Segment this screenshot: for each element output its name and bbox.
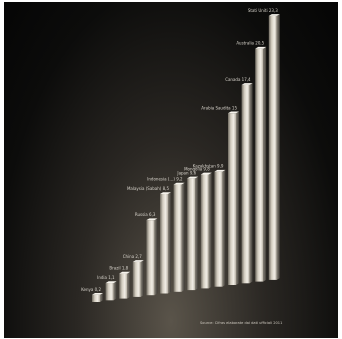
bar-top (228, 111, 239, 114)
bar-label-13: Stati Uniti 23,3 (248, 8, 278, 13)
bar-13 (268, 14, 280, 280)
labels-group: Kenya 0,2 India 1,1 Brazil 1,8 China 2,7 Rus… (81, 8, 278, 292)
bar-front (132, 261, 141, 297)
bar-front (92, 294, 100, 302)
bar-side (222, 169, 226, 287)
bar-front (228, 113, 236, 285)
bar-front (105, 283, 114, 301)
bar-side (168, 192, 171, 294)
bar-front (146, 220, 155, 296)
bar-side (113, 281, 117, 301)
bar-label-8: Mongolia 9,8 (184, 166, 210, 171)
bar-side (181, 182, 185, 292)
bar-label-11: Canada 17,4 (225, 77, 251, 82)
bar-front (173, 184, 182, 292)
bar-2 (119, 271, 131, 299)
bar-4 (146, 218, 158, 296)
bar-top (173, 182, 185, 185)
bar-label-7: Japan 9,6 (176, 170, 196, 175)
bar-top (268, 14, 280, 16)
bar-7 (187, 176, 199, 291)
bar-side (140, 260, 144, 297)
bar-side (195, 176, 199, 291)
bar-top (146, 218, 158, 221)
bar-side (100, 292, 103, 302)
chart-canvas: Kenya 0,2 India 1,1 Brazil 1,8 China 2,7 Rus… (4, 2, 338, 338)
bar-label-12: Australia 20,5 (236, 41, 264, 46)
bar-front (119, 273, 128, 299)
bar-9 (214, 169, 226, 287)
bar-front (187, 178, 196, 291)
bar-11 (241, 83, 253, 284)
bar-top (187, 176, 199, 179)
bar-3 (132, 260, 144, 297)
bar-side (154, 218, 158, 296)
bar-side (249, 83, 253, 284)
bar-12 (255, 46, 267, 282)
bar-10 (228, 111, 239, 286)
bar-label-0: Kenya 0,2 (81, 287, 101, 292)
bar-6 (173, 182, 185, 292)
bar-front (268, 15, 277, 280)
bars-group (92, 14, 280, 302)
bar-top (132, 260, 144, 262)
bar-label-1: India 1,1 (97, 275, 115, 280)
source-note: Source: Cifras elaborate dai dati uffici… (200, 321, 282, 325)
bar-label-6: Indonesia (…) 9,2 (147, 177, 183, 182)
bar-side (208, 172, 212, 289)
bar-label-3: China 2,7 (123, 254, 143, 259)
bar-front (241, 84, 250, 284)
bar-label-2: Brazil 1,8 (109, 266, 128, 271)
bar-top (241, 83, 253, 85)
bar-front (200, 174, 209, 289)
bar-top (200, 172, 212, 175)
bar-top (119, 271, 131, 274)
bar-label-4: Russia 6,3 (135, 212, 156, 217)
bar-0 (92, 292, 103, 302)
bar-8 (200, 172, 212, 289)
bar-5 (160, 192, 171, 294)
bar-front (160, 194, 168, 294)
bar-front (255, 48, 264, 282)
bar-label-5: Malaysia (Sabah) 8,5 (127, 186, 169, 191)
bar-side (276, 14, 280, 280)
bar-top (160, 192, 171, 195)
bar-top (255, 46, 267, 49)
bar-label-9: Kazakhstan 9,9 (193, 164, 224, 169)
bar-chart: Kenya 0,2 India 1,1 Brazil 1,8 China 2,7 Rus… (81, 8, 282, 325)
bar-top (92, 292, 103, 295)
bar-top (105, 281, 117, 284)
bar-top (214, 169, 226, 172)
bar-side (236, 111, 239, 286)
bar-front (214, 171, 223, 287)
bar-label-10: Arabia Saudita 15 (201, 105, 237, 110)
bar-side (263, 46, 267, 282)
bar-side (127, 271, 131, 299)
bar-1 (105, 281, 117, 301)
